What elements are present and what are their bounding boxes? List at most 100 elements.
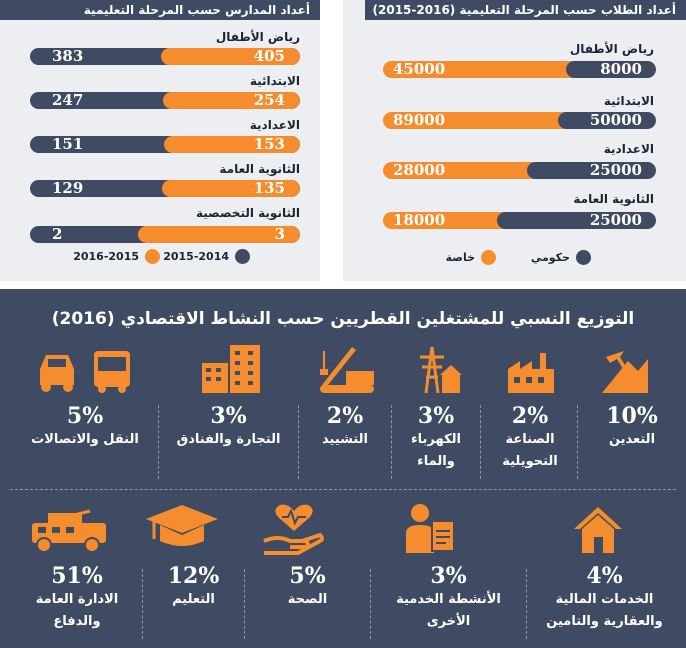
employment-section: التوزيع النسبي للمشتغلين القطريين حسب ال… [0, 289, 686, 648]
school-bar-orange [138, 226, 300, 243]
legend-priv-label: خاصة [445, 251, 475, 264]
legend-2015-2014: 2015-2014 [163, 249, 250, 264]
student-bar-track: 25000 18000 [383, 212, 656, 229]
student-bar-navy [566, 61, 656, 78]
legend-gov-label: حكومي [530, 251, 570, 264]
school-bar-orange [163, 92, 300, 109]
school-value-orange: 135 [253, 180, 285, 197]
student-bar-track: 25000 28000 [383, 162, 656, 179]
public-admin-label: الادارة العامة والدفاع [35, 592, 119, 629]
col-divider [370, 569, 371, 639]
student-value-gov: 25000 [589, 212, 642, 229]
manufacturing-pct: 2% [511, 403, 549, 429]
school-bar-track: 135 129 [30, 180, 300, 197]
cell-trade-hotels: 3% التجارة والفنادق [159, 403, 298, 451]
students-panel-title: أعداد الطلاب حسب المرحلة التعليمية (2016… [365, 0, 686, 20]
health-label: الصحة [287, 592, 328, 607]
student-row-label: الثانوية العامة [573, 192, 654, 206]
trade-pct: 3% [210, 403, 247, 429]
mining-pct: 10% [606, 403, 658, 429]
factory-icon [508, 353, 554, 393]
legend-2016-2015: 2016-2015 [73, 249, 160, 264]
buildings-icon [202, 345, 260, 393]
school-value-navy: 129 [52, 180, 84, 197]
school-row-label: رياض الأطفال [215, 30, 300, 44]
col-divider [244, 569, 245, 639]
house-icon [574, 507, 622, 553]
school-value-navy: 383 [52, 48, 84, 65]
manufacturing-label: الصناعة التحويلية [502, 432, 558, 469]
legend-label-2016-2015: 2016-2015 [73, 250, 139, 263]
col-divider [391, 405, 392, 479]
schools-panel-title: أعداد المدارس حسب المرحلة التعليمية [0, 0, 320, 20]
construction-pct: 2% [326, 403, 364, 429]
graduation-cap-icon [146, 505, 218, 546]
other-services-pct: 3% [430, 563, 467, 589]
student-row-label: الابتدائية [603, 94, 654, 108]
heart-hand-icon [263, 504, 324, 555]
legend-gov: حكومي [531, 250, 591, 265]
student-bar-track: 50000 89000 [383, 112, 656, 129]
cell-other-services: 3% الأنشطة الخدمية الأخرى [371, 563, 526, 633]
school-bar-orange [161, 48, 300, 65]
cell-finance: 4% الخدمات المالية والعقارية والتامين [527, 563, 682, 633]
schools-panel: أعداد المدارس حسب المرحلة التعليمية رياض… [0, 0, 320, 281]
student-value-priv: 28000 [393, 162, 446, 179]
legend-navy-dot [235, 249, 250, 264]
transport-pct: 5% [66, 403, 104, 429]
legend-gov-dot [576, 250, 591, 265]
military-vehicle-icon [32, 509, 106, 553]
cell-public-admin: 51% الادارة العامة والدفاع [12, 563, 142, 633]
cell-manufacturing: 2% الصناعة التحويلية [481, 403, 579, 473]
col-divider [577, 405, 578, 479]
student-value-gov: 8000 [600, 61, 642, 78]
students-panel: أعداد الطلاب حسب المرحلة التعليمية (2016… [343, 0, 686, 281]
public-admin-pct: 51% [51, 563, 103, 589]
legend-priv: خاصة [446, 250, 496, 265]
other-services-label: الأنشطة الخدمية الأخرى [396, 592, 501, 629]
student-bar-navy [558, 112, 656, 129]
col-divider [298, 405, 299, 479]
school-bar-orange [164, 136, 300, 153]
col-divider [158, 405, 159, 479]
student-value-gov: 50000 [589, 112, 642, 129]
school-row-label: الاعدادية [249, 118, 300, 132]
col-divider [480, 405, 481, 479]
construction-label: التشييد [322, 432, 368, 447]
legend-priv-dot [481, 250, 496, 265]
school-value-orange: 3 [274, 226, 285, 243]
legend-orange-dot [145, 249, 160, 264]
student-value-gov: 25000 [589, 162, 642, 179]
school-bar-track: 153 151 [30, 136, 300, 153]
cell-mining: 10% التعدين [582, 403, 682, 451]
transport-label: النقل والاتصالات [31, 432, 139, 447]
education-pct: 12% [167, 563, 220, 589]
school-value-navy: 247 [52, 92, 84, 109]
school-bar-orange [162, 180, 300, 197]
school-bar-track: 254 247 [30, 92, 300, 109]
utilities-pct: 3% [417, 403, 455, 429]
worker-clipboard-icon [406, 504, 455, 553]
school-value-orange: 153 [253, 136, 285, 153]
cell-health: 5% الصحة [245, 563, 370, 611]
school-value-orange: 405 [253, 48, 285, 65]
student-value-priv: 89000 [393, 112, 446, 129]
employment-title: التوزيع النسبي للمشتغلين القطريين حسب ال… [51, 309, 635, 329]
cell-construction: 2% التشييد [299, 403, 391, 451]
school-row-label: الثانوية العامة [219, 162, 300, 176]
utilities-label: الكهرباء والماء [411, 432, 461, 469]
col-divider [526, 569, 527, 639]
crane-icon [320, 347, 374, 393]
finance-label: الخدمات المالية والعقارية والتامين [546, 592, 663, 629]
mining-icon [602, 351, 648, 393]
school-row-label: الثانوية التخصصية [195, 206, 300, 220]
cell-education: 12% التعليم [143, 563, 244, 611]
cell-utilities: 3% الكهرباء والماء [392, 403, 480, 473]
student-value-priv: 18000 [393, 212, 446, 229]
school-value-navy: 151 [52, 136, 84, 153]
power-tower-icon [420, 346, 462, 394]
car-bus-icon [40, 351, 130, 393]
student-row-label: رياض الأطفال [569, 42, 654, 56]
student-bar-track: 8000 45000 [383, 61, 656, 78]
